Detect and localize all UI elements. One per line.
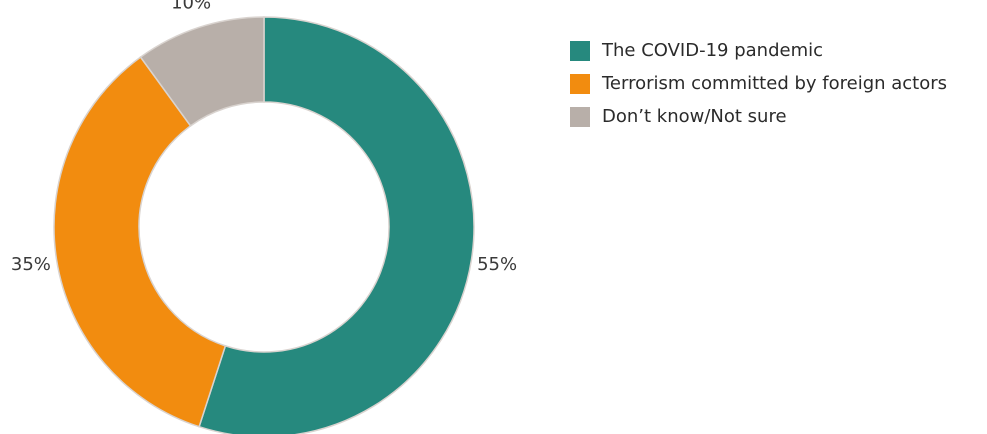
legend-swatch-terrorism: [570, 73, 590, 94]
chart-legend: The COVID-19 pandemic Terrorism committe…: [570, 37, 947, 136]
slice-labels: 55% 35% 10%: [11, 0, 517, 275]
label-dont-know-pct: 10%: [171, 0, 211, 14]
legend-swatch-dont-know: [570, 106, 590, 127]
slice-dont-know: [139, 16, 265, 127]
legend-label-dont-know: Don’t know/Not sure: [602, 106, 787, 127]
label-terrorism-pct: 35%: [11, 254, 51, 275]
legend-item-dont-know: Don’t know/Not sure: [570, 103, 947, 130]
slice-terrorism: [53, 56, 227, 428]
legend-swatch-covid: [570, 40, 590, 61]
legend-label-covid: The COVID-19 pandemic: [602, 40, 824, 61]
legend-item-terrorism: Terrorism committed by foreign actors: [570, 70, 947, 97]
legend-item-covid: The COVID-19 pandemic: [570, 37, 947, 64]
slice-covid: [198, 16, 475, 434]
label-covid-pct: 55%: [477, 254, 517, 275]
donut-slices: [53, 16, 475, 434]
legend-label-terrorism: Terrorism committed by foreign actors: [602, 73, 948, 94]
